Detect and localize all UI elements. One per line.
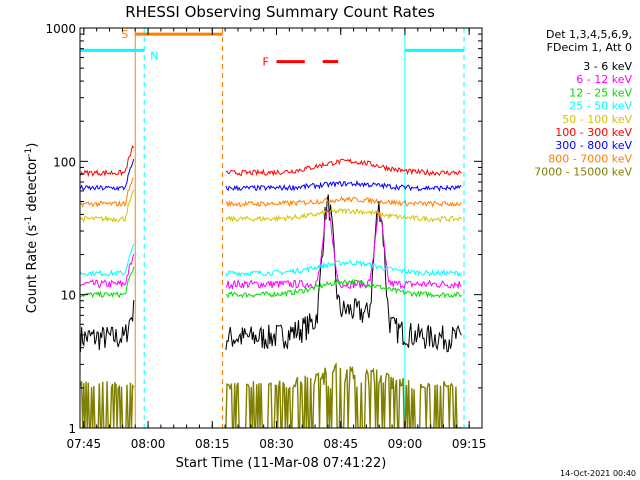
y-tick-label: 1000 <box>45 22 76 36</box>
legend-entry: 50 - 100 keV <box>562 113 632 126</box>
flag-label-f: F <box>263 56 269 69</box>
y-tick-label: 100 <box>53 155 76 169</box>
series-line-5 <box>80 144 462 178</box>
y-axis-label-main: Count Rate (s <box>25 225 40 314</box>
y-axis-label-sup2: -1 <box>24 148 34 157</box>
y-axis-label-end: ) <box>25 143 40 148</box>
plot-frame <box>79 27 483 429</box>
legend-entry: 25 - 50 keV <box>569 100 632 113</box>
legend-header-line: Det 1,3,4,5,6,9, <box>546 28 632 41</box>
y-axis-label-mid: detector <box>25 156 40 216</box>
y-axis-label: Count Rate (s-1 detector-1) <box>24 143 40 314</box>
x-tick-label: 09:00 <box>388 437 423 451</box>
legend-entry: 7000 - 15000 keV <box>534 166 632 179</box>
legend-header-line: FDecim 1, Att 0 <box>547 41 632 54</box>
timestamp: 14-Oct-2021 00:40 <box>560 469 636 478</box>
series-line-3 <box>80 243 462 278</box>
y-tick-label: 1 <box>68 422 76 436</box>
series-line-2 <box>80 266 462 299</box>
legend-entry: 6 - 12 keV <box>576 73 632 86</box>
legend-entry: 3 - 6 keV <box>583 60 632 73</box>
series-line-1 <box>80 209 462 291</box>
flag-label-n: N <box>150 49 158 62</box>
x-tick-label: 08:30 <box>259 437 294 451</box>
legend-entry: 800 - 7000 keV <box>548 152 632 165</box>
x-tick-label: 08:00 <box>131 437 166 451</box>
y-axis-label-sup1: -1 <box>24 216 34 225</box>
series-line-4 <box>80 189 462 224</box>
series-line-8 <box>80 362 462 428</box>
series-line-0 <box>80 194 462 353</box>
flag-label-s: S <box>121 28 128 41</box>
x-tick-label: 08:45 <box>323 437 358 451</box>
x-tick-label: 09:15 <box>452 437 487 451</box>
x-tick-label: 07:45 <box>67 437 102 451</box>
legend-entry: 12 - 25 keV <box>569 86 632 99</box>
series-line-6 <box>80 158 462 192</box>
legend-entry: 100 - 300 keV <box>555 126 632 139</box>
legend-entry: 300 - 800 keV <box>555 139 632 152</box>
x-axis-label: Start Time (11-Mar-08 07:41:22) <box>176 456 387 471</box>
y-tick-label: 10 <box>61 289 76 303</box>
chart-title: RHESSI Observing Summary Count Rates <box>125 3 435 21</box>
x-tick-label: 08:15 <box>195 437 230 451</box>
series-line-7 <box>80 177 462 208</box>
